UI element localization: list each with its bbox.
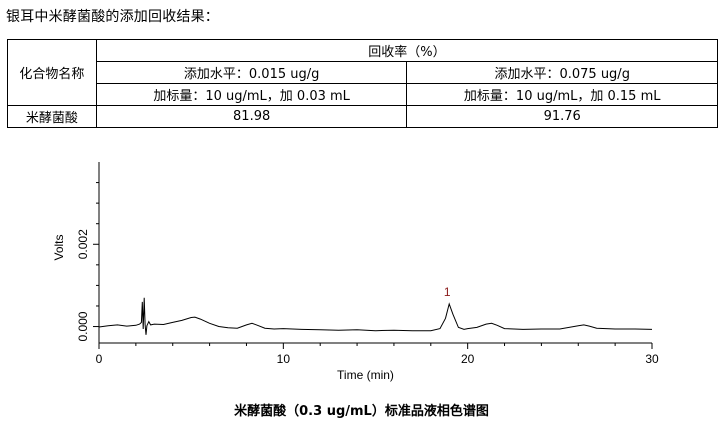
spike-header-2: 加标量：10 ug/mL，加 0.15 mL <box>406 83 718 106</box>
recovery-value-2: 91.76 <box>406 105 718 128</box>
y-tick-label: 0.002 <box>76 229 90 259</box>
spike-header-1: 加标量：10 ug/mL，加 0.03 mL <box>95 83 408 106</box>
x-tick-label: 10 <box>277 352 291 366</box>
x-tick-label: 30 <box>645 352 659 366</box>
x-tick-label: 0 <box>96 352 103 366</box>
x-tick-label: 20 <box>461 352 475 366</box>
y-axis-label: Volts <box>52 234 66 260</box>
table-row: 米酵菌酸 81.98 91.76 <box>7 105 718 128</box>
level-header-2: 添加水平：0.075 ug/g <box>406 61 718 84</box>
x-axis-label: Time (min) <box>337 368 394 382</box>
y-tick-label: 0.000 <box>76 311 90 341</box>
compound-column-header: 化合物名称 <box>7 39 97 106</box>
chromatogram-line <box>98 297 653 335</box>
intro-text: 银耳中米酵菌酸的添加回收结果： <box>6 9 219 25</box>
recovery-table: 化合物名称 回收率（%） 添加水平：0.015 ug/g 添加水平：0.075 … <box>7 39 719 128</box>
chromatogram-chart: 0 10 20 30 0.000 0.002 Time (min) Volts 1 <box>52 162 659 382</box>
level-header-1: 添加水平：0.015 ug/g <box>95 61 408 84</box>
table-spike-row: 加标量：10 ug/mL，加 0.03 mL 加标量：10 ug/mL，加 0.… <box>8 83 718 106</box>
recovery-value-1: 81.98 <box>95 105 408 128</box>
table-level-row: 添加水平：0.015 ug/g 添加水平：0.075 ug/g <box>8 61 718 84</box>
peak-label: 1 <box>444 285 451 299</box>
compound-cell: 米酵菌酸 <box>7 105 97 128</box>
chart-caption: 米酵菌酸（0.3 ug/mL）标准品液相色谱图 <box>234 404 489 419</box>
recovery-group-header: 回收率（%） <box>95 39 719 62</box>
table-header-row: 化合物名称 回收率（%） <box>7 39 719 106</box>
